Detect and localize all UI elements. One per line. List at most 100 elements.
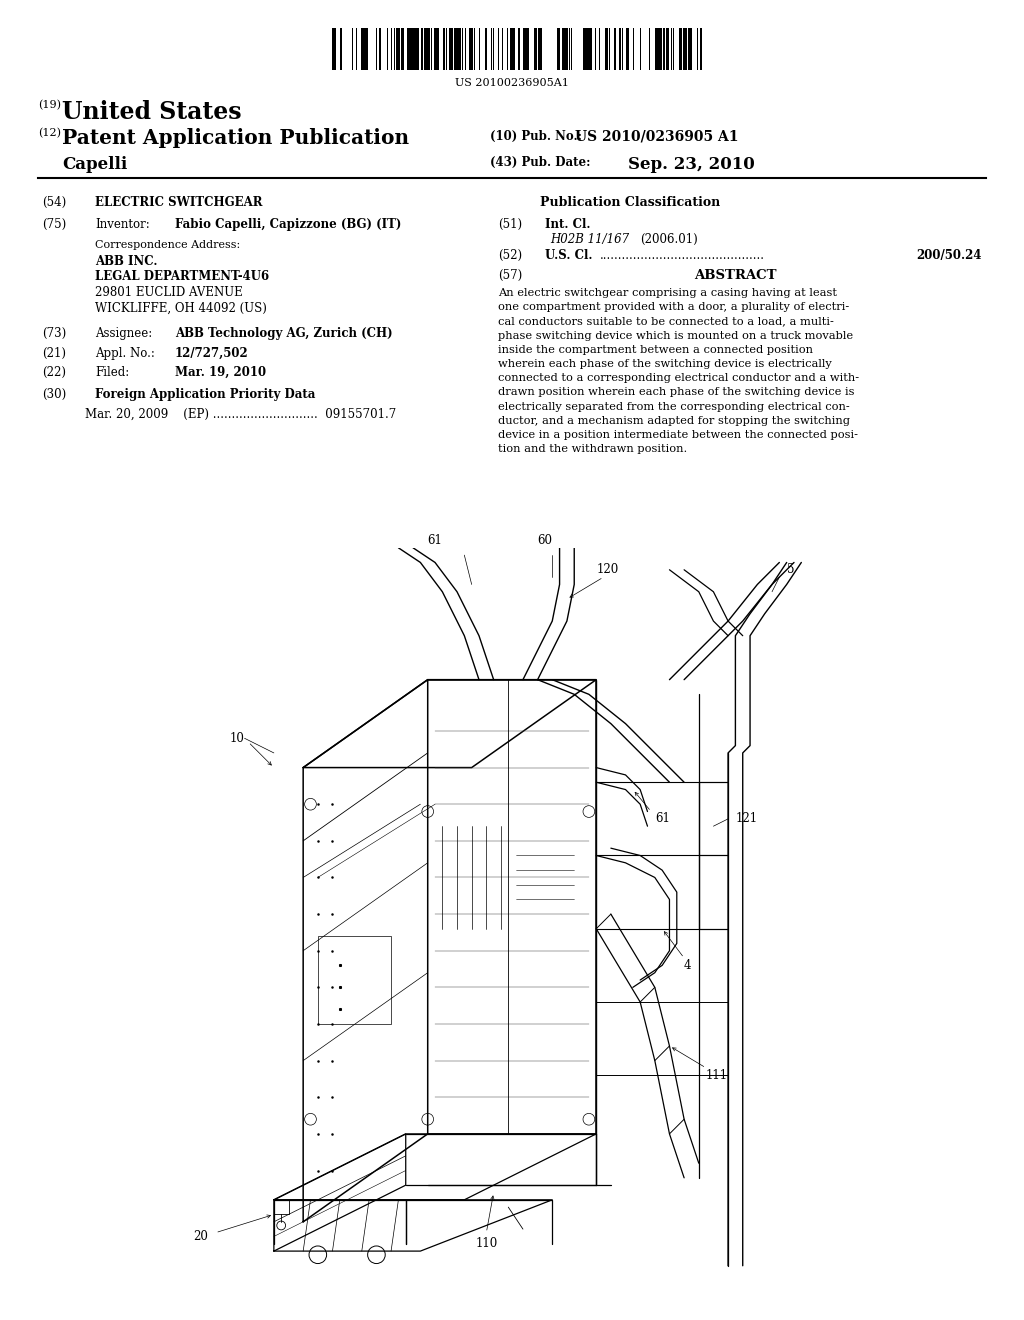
Bar: [513, 28, 515, 70]
Bar: [398, 28, 400, 70]
Bar: [451, 28, 453, 70]
Text: (2006.01): (2006.01): [640, 234, 697, 246]
Text: Int. Cl.: Int. Cl.: [545, 218, 591, 231]
Text: H02B 11/167: H02B 11/167: [550, 234, 629, 246]
Text: (75): (75): [42, 218, 67, 231]
Bar: [583, 28, 585, 70]
Bar: [659, 28, 662, 70]
Text: Sep. 23, 2010: Sep. 23, 2010: [628, 156, 755, 173]
Bar: [317, 936, 391, 1024]
Bar: [518, 28, 520, 70]
Bar: [627, 28, 629, 70]
Bar: [511, 28, 513, 70]
Text: U.S. Cl.: U.S. Cl.: [545, 249, 593, 261]
Text: phase switching device which is mounted on a truck movable: phase switching device which is mounted …: [498, 330, 853, 341]
Text: 61: 61: [428, 535, 442, 546]
Bar: [401, 28, 402, 70]
Bar: [334, 28, 336, 70]
Text: 10: 10: [230, 731, 245, 744]
Text: one compartment provided with a door, a plurality of electri-: one compartment provided with a door, a …: [498, 302, 849, 313]
Text: ............................................: ........................................…: [600, 249, 765, 261]
Text: Fabio Capelli, Capizzone (BG) (IT): Fabio Capelli, Capizzone (BG) (IT): [175, 218, 401, 231]
Bar: [408, 28, 410, 70]
Bar: [396, 28, 399, 70]
Bar: [411, 28, 414, 70]
Bar: [397, 28, 399, 70]
Bar: [428, 28, 429, 70]
Text: electrically separated from the corresponding electrical con-: electrically separated from the correspo…: [498, 401, 850, 412]
Bar: [683, 28, 685, 70]
Text: LEGAL DEPARTMENT-4U6: LEGAL DEPARTMENT-4U6: [95, 271, 269, 284]
Text: (52): (52): [498, 249, 522, 261]
Text: 121: 121: [735, 812, 758, 825]
Text: Capelli: Capelli: [62, 156, 127, 173]
Bar: [413, 28, 416, 70]
Text: 20: 20: [194, 1230, 208, 1243]
Bar: [410, 28, 412, 70]
Bar: [379, 28, 381, 70]
Text: 61: 61: [654, 812, 670, 825]
Bar: [679, 28, 682, 70]
Text: tion and the withdrawn position.: tion and the withdrawn position.: [498, 445, 687, 454]
Bar: [590, 28, 592, 70]
Bar: [559, 28, 560, 70]
Bar: [421, 28, 423, 70]
Text: United States: United States: [62, 100, 242, 124]
Bar: [485, 28, 487, 70]
Text: device in a position intermediate between the connected posi-: device in a position intermediate betwee…: [498, 430, 858, 440]
Text: Patent Application Publication: Patent Application Publication: [62, 128, 410, 148]
Bar: [340, 28, 342, 70]
Text: Assignee:: Assignee:: [95, 327, 153, 341]
Bar: [362, 28, 366, 70]
Bar: [538, 28, 540, 70]
Text: (10) Pub. No.:: (10) Pub. No.:: [490, 129, 582, 143]
Text: Mar. 19, 2010: Mar. 19, 2010: [175, 366, 266, 379]
Bar: [443, 28, 444, 70]
Text: 120: 120: [596, 564, 618, 577]
Bar: [688, 28, 690, 70]
Bar: [365, 28, 368, 70]
Bar: [657, 28, 658, 70]
Text: (57): (57): [498, 269, 522, 282]
Text: Appl. No.:: Appl. No.:: [95, 347, 155, 360]
Bar: [398, 28, 399, 70]
Text: Foreign Application Priority Data: Foreign Application Priority Data: [95, 388, 315, 401]
Text: Filed:: Filed:: [95, 366, 129, 379]
Text: drawn position wherein each phase of the switching device is: drawn position wherein each phase of the…: [498, 387, 854, 397]
Bar: [434, 28, 436, 70]
Bar: [367, 28, 369, 70]
Bar: [587, 28, 590, 70]
Bar: [397, 28, 400, 70]
Text: (30): (30): [42, 388, 67, 401]
Bar: [605, 28, 608, 70]
Bar: [457, 28, 459, 70]
Text: Publication Classification: Publication Classification: [540, 195, 720, 209]
Text: ABSTRACT: ABSTRACT: [693, 269, 776, 282]
Text: (73): (73): [42, 327, 67, 341]
Bar: [526, 28, 529, 70]
Text: 60: 60: [538, 535, 552, 546]
Text: 29801 EUCLID AVENUE: 29801 EUCLID AVENUE: [95, 286, 243, 300]
Bar: [664, 28, 666, 70]
Bar: [587, 28, 590, 70]
Text: 111: 111: [707, 1069, 728, 1082]
Bar: [562, 28, 564, 70]
Text: Inventor:: Inventor:: [95, 218, 150, 231]
Text: (51): (51): [498, 218, 522, 231]
Text: (22): (22): [42, 366, 66, 379]
Text: 110: 110: [475, 1237, 498, 1250]
Bar: [667, 28, 670, 70]
Text: ELECTRIC SWITCHGEAR: ELECTRIC SWITCHGEAR: [95, 195, 262, 209]
Bar: [684, 28, 687, 70]
Bar: [364, 28, 366, 70]
Text: 200/50.24: 200/50.24: [916, 249, 982, 261]
Text: US 2010/0236905 A1: US 2010/0236905 A1: [575, 129, 738, 144]
Bar: [565, 28, 568, 70]
Text: inside the compartment between a connected position: inside the compartment between a connect…: [498, 345, 813, 355]
Bar: [518, 28, 520, 70]
Bar: [449, 28, 452, 70]
Text: (12): (12): [38, 128, 61, 139]
Bar: [425, 28, 427, 70]
Bar: [648, 28, 650, 70]
Bar: [657, 28, 659, 70]
